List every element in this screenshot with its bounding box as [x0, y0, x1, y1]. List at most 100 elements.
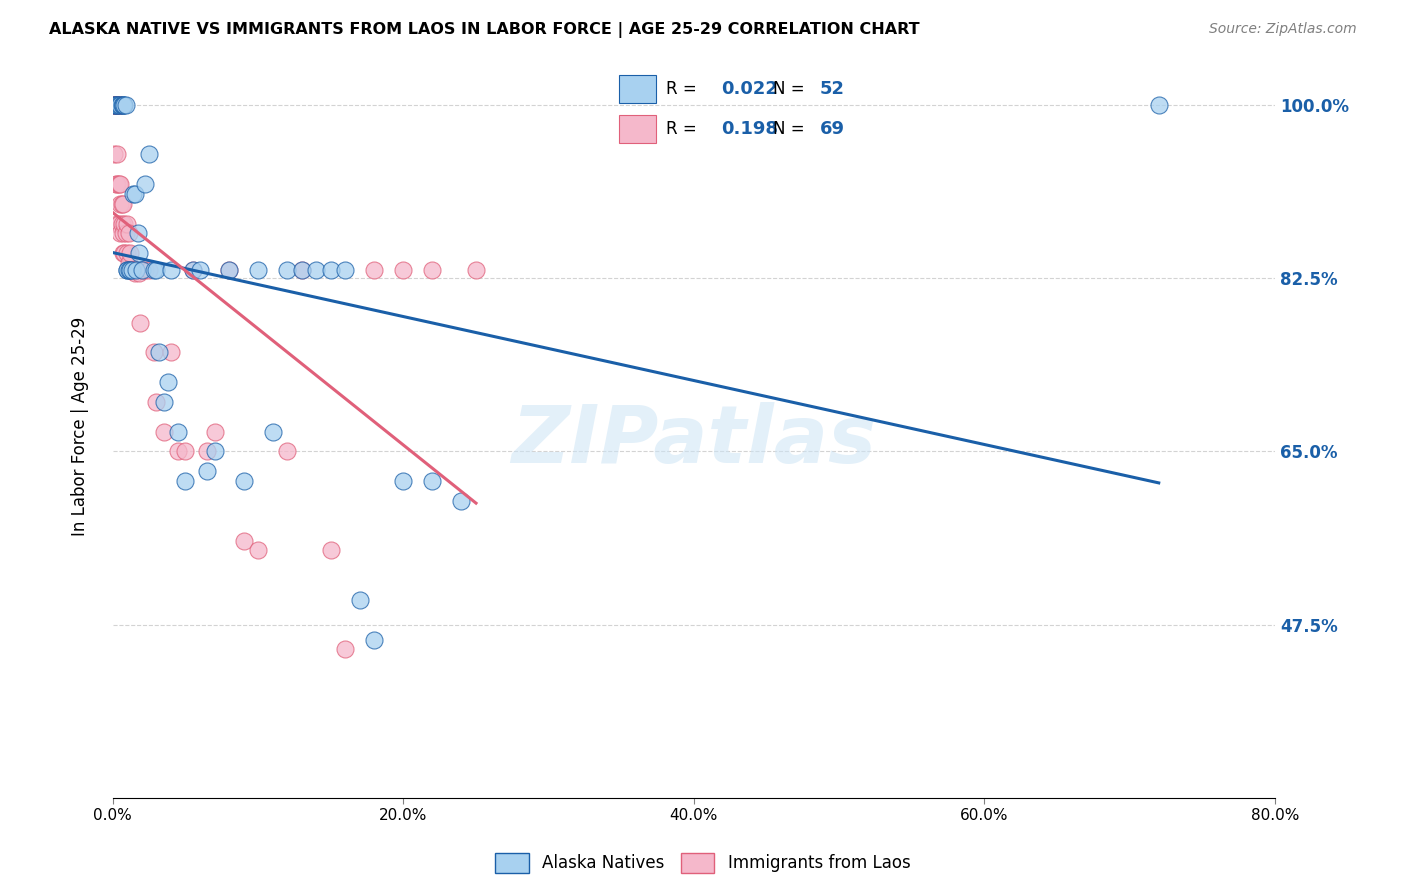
Point: [174, 474, 197, 488]
Point: [127, 227, 149, 241]
Point: [111, 196, 134, 211]
Point: [108, 227, 131, 241]
Point: [145, 263, 167, 277]
Legend: Alaska Natives, Immigrants from Laos: Alaska Natives, Immigrants from Laos: [489, 847, 917, 880]
Point: [105, 97, 128, 112]
Point: [1147, 97, 1170, 112]
Point: [160, 345, 183, 359]
Point: [103, 97, 125, 112]
Point: [111, 97, 134, 112]
Text: R =: R =: [666, 79, 702, 97]
Point: [319, 543, 342, 558]
Text: 52: 52: [820, 79, 845, 97]
Text: Source: ZipAtlas.com: Source: ZipAtlas.com: [1209, 22, 1357, 37]
Point: [105, 147, 128, 161]
Point: [450, 494, 472, 508]
Point: [152, 394, 174, 409]
Point: [108, 177, 131, 191]
Point: [105, 97, 128, 112]
Point: [108, 97, 131, 112]
Point: [134, 263, 156, 277]
Text: 0.022: 0.022: [721, 79, 778, 97]
Point: [105, 97, 128, 112]
Point: [120, 263, 142, 277]
Point: [104, 97, 127, 112]
Y-axis label: In Labor Force | Age 25-29: In Labor Force | Age 25-29: [72, 317, 89, 536]
Point: [103, 97, 125, 112]
Text: 0.198: 0.198: [721, 120, 778, 137]
Point: [319, 263, 342, 277]
Point: [276, 263, 298, 277]
Point: [247, 263, 270, 277]
Point: [335, 263, 357, 277]
Point: [160, 263, 183, 277]
Point: [181, 263, 204, 277]
Point: [118, 256, 141, 270]
Point: [363, 632, 385, 647]
Point: [392, 263, 415, 277]
Point: [127, 263, 149, 277]
Point: [111, 227, 134, 241]
Point: [129, 316, 152, 330]
Point: [276, 444, 298, 458]
Text: N =: N =: [773, 120, 810, 137]
Point: [104, 97, 127, 112]
Point: [305, 263, 328, 277]
Point: [114, 217, 136, 231]
Point: [110, 196, 132, 211]
Point: [142, 263, 165, 277]
Point: [138, 263, 160, 277]
Point: [218, 263, 240, 277]
Point: [111, 97, 134, 112]
Point: [232, 533, 254, 548]
FancyBboxPatch shape: [620, 76, 655, 103]
Point: [195, 464, 218, 478]
Point: [157, 375, 180, 389]
Point: [152, 425, 174, 439]
Point: [363, 263, 385, 277]
Point: [131, 263, 153, 277]
Point: [349, 593, 371, 607]
Text: R =: R =: [666, 120, 702, 137]
Point: [103, 97, 125, 112]
Point: [108, 97, 131, 112]
Point: [125, 263, 148, 277]
Point: [204, 444, 226, 458]
Point: [105, 217, 128, 231]
Point: [335, 642, 357, 657]
Point: [138, 147, 160, 161]
Text: 69: 69: [820, 120, 845, 137]
Point: [232, 474, 254, 488]
Point: [118, 227, 141, 241]
Point: [167, 444, 190, 458]
Point: [107, 97, 129, 112]
Point: [108, 196, 131, 211]
Point: [105, 177, 128, 191]
Point: [120, 263, 142, 277]
Point: [142, 345, 165, 359]
Point: [114, 246, 136, 260]
Point: [122, 263, 145, 277]
Point: [107, 97, 129, 112]
Point: [118, 263, 141, 277]
Point: [174, 444, 197, 458]
Point: [392, 474, 415, 488]
Point: [117, 217, 139, 231]
Point: [121, 263, 143, 277]
Point: [204, 425, 226, 439]
Point: [247, 543, 270, 558]
Point: [110, 97, 132, 112]
Point: [195, 444, 218, 458]
Point: [103, 147, 125, 161]
Point: [117, 246, 139, 260]
Point: [115, 97, 138, 112]
Point: [115, 227, 138, 241]
Text: ALASKA NATIVE VS IMMIGRANTS FROM LAOS IN LABOR FORCE | AGE 25-29 CORRELATION CHA: ALASKA NATIVE VS IMMIGRANTS FROM LAOS IN…: [49, 22, 920, 38]
Point: [125, 263, 148, 277]
Point: [128, 246, 150, 260]
Text: N =: N =: [773, 79, 810, 97]
Point: [103, 97, 125, 112]
Point: [291, 263, 314, 277]
Point: [114, 97, 136, 112]
Point: [465, 263, 488, 277]
